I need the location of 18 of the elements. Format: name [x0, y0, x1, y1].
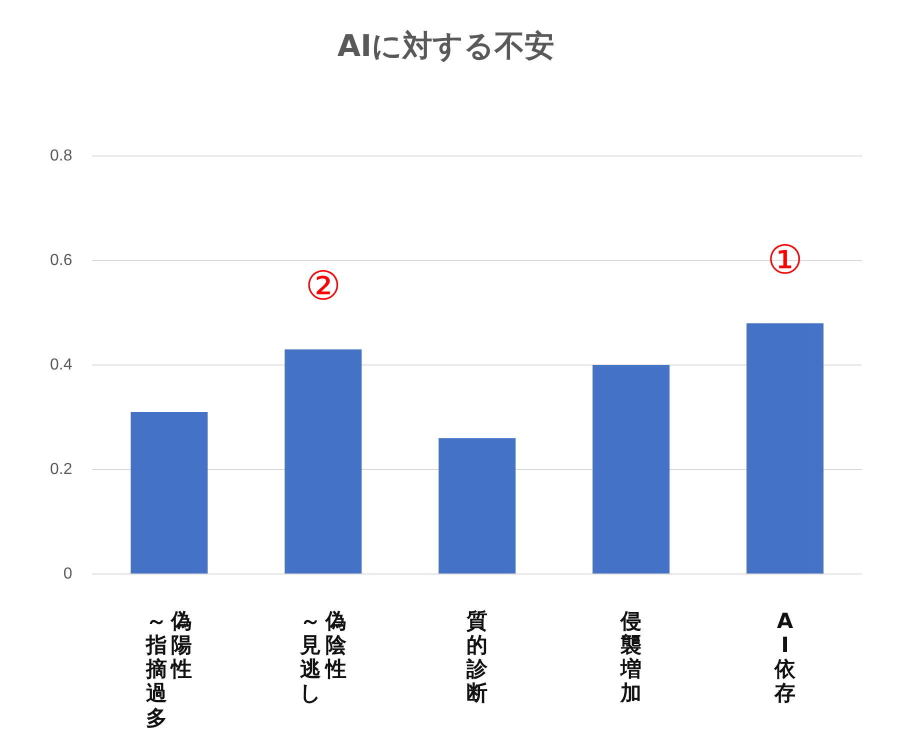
y-tick-label: 0.6: [50, 252, 72, 269]
x-tick-label: 質的診断: [466, 609, 488, 706]
annotation: ①: [767, 238, 803, 284]
y-tick-label: 0.4: [50, 356, 72, 374]
bar: [438, 438, 516, 574]
bar: [284, 349, 362, 574]
chart-title: AIに対する不安: [337, 28, 555, 64]
x-tick-label: 侵襲増加: [620, 609, 642, 706]
y-tick-label: 0: [63, 565, 72, 582]
y-tick-label: 0.2: [50, 460, 72, 478]
annotation: ②: [305, 264, 342, 310]
bar: [130, 412, 208, 574]
x-tick-label: AI依存: [774, 609, 796, 706]
bar: [746, 323, 824, 574]
x-tick-label: 偽陰性～見逃し: [300, 609, 347, 706]
y-tick-label: 0.8: [50, 147, 72, 164]
bar: [592, 365, 670, 574]
x-tick-label: 偽陽性～指摘過多: [146, 609, 192, 730]
